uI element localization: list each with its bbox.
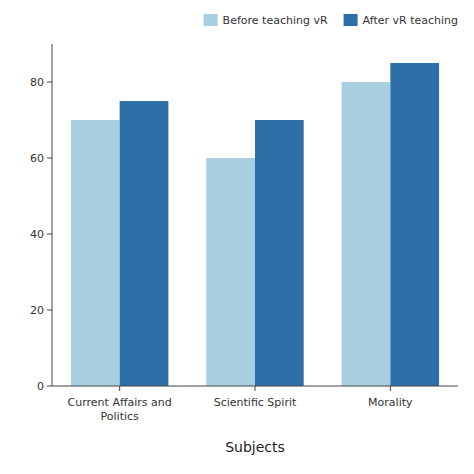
legend: Before teaching vR After vR teaching (204, 14, 458, 27)
y-tick (47, 310, 52, 311)
legend-item: After vR teaching (344, 14, 458, 27)
x-tick (255, 386, 256, 391)
x-tick (119, 386, 120, 391)
x-tick-label: Current Affairs andPolitics (68, 396, 172, 423)
chart-container: 0 20 40 60 80 Current Affairs andPolitics Scie… (0, 0, 474, 474)
bars (71, 63, 439, 386)
y-tick-label: 60 (30, 152, 44, 165)
y-tick (47, 234, 52, 235)
y-tick-label: 40 (30, 228, 44, 241)
x-axis-label: Subjects (225, 439, 285, 455)
y-axis-line (52, 44, 53, 386)
bar (390, 63, 439, 386)
bar (255, 120, 304, 386)
y-tick-label: 20 (30, 304, 44, 317)
x-tick-label: Scientific Spirit (214, 396, 297, 409)
bar (342, 82, 391, 386)
x-tick-label: Morality (368, 396, 413, 409)
bar (120, 101, 169, 386)
y-tick (47, 82, 52, 83)
chart: 0 20 40 60 80 Current Affairs andPolitics Scie… (0, 0, 474, 474)
legend-swatch (344, 14, 358, 26)
y-tick-label: 0 (37, 380, 44, 393)
legend-label: After vR teaching (363, 14, 458, 27)
x-tick (390, 386, 391, 391)
legend-item: Before teaching vR (204, 14, 328, 27)
y-tick (47, 386, 52, 387)
bar (206, 158, 255, 386)
bar (71, 120, 120, 386)
legend-swatch (204, 14, 218, 26)
legend-label: Before teaching vR (223, 14, 328, 27)
y-tick-label: 80 (30, 76, 44, 89)
y-tick (47, 158, 52, 159)
